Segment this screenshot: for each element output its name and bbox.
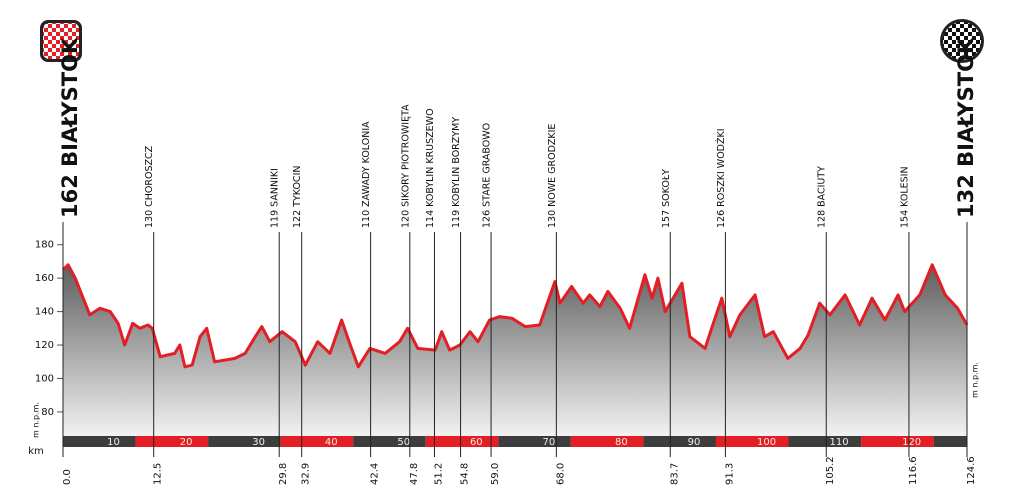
- finish-label: 132 BIAŁYSTOK: [954, 37, 978, 218]
- km-tick-label: 90: [688, 437, 701, 448]
- y-tick-label: 100: [35, 373, 54, 384]
- km-segment: [498, 436, 571, 447]
- y-unit-label: m n.p.m.: [32, 402, 41, 438]
- waypoint-label: 154 KOLESIN: [899, 166, 910, 228]
- waypoint-label: 126 ROSZKI WODŹKI: [715, 128, 727, 228]
- km-segment: [933, 436, 967, 447]
- waypoint-km: 51.2: [433, 463, 444, 485]
- waypoint-km: 54.8: [460, 463, 471, 485]
- km-label: km: [28, 446, 44, 457]
- waypoint-km: 91.3: [724, 463, 735, 485]
- y-tick-label: 180: [35, 240, 54, 251]
- waypoint-km: 47.8: [409, 463, 420, 485]
- km-tick-label: 30: [252, 437, 265, 448]
- waypoint-label: 119 SANNIKI: [270, 168, 281, 228]
- start-km: 0.0: [62, 469, 73, 485]
- waypoint-label: 110 ZAWADY KOLONIA: [361, 121, 372, 228]
- km-tick-label: 10: [107, 437, 120, 448]
- km-segment: [643, 436, 716, 447]
- km-tick-label: 40: [325, 437, 338, 448]
- km-segment: [63, 436, 136, 447]
- km-segment: [788, 436, 862, 447]
- km-tick-label: 60: [470, 437, 483, 448]
- waypoint-label: 126 STARE GRABOWO: [482, 123, 493, 228]
- y-unit-label: m n.p.m.: [971, 362, 980, 398]
- y-tick-label: 80: [41, 407, 54, 418]
- waypoint-label: 114 KOBYLIN KRUSZEWO: [425, 108, 436, 228]
- waypoint-km: 32.9: [301, 463, 312, 485]
- waypoint-km: 12.5: [153, 463, 164, 485]
- profile-line: [61, 263, 969, 369]
- y-tick-label: 120: [35, 340, 54, 351]
- waypoint-label: 130 NOWE GRODZKIE: [547, 124, 558, 228]
- profile-area: [63, 264, 967, 436]
- waypoint-km: 105.2: [825, 456, 836, 485]
- km-segment: [135, 436, 209, 447]
- waypoint-label: 128 BACIUTY: [817, 166, 828, 228]
- waypoint-label: 119 KOBYLIN BORZYMY: [451, 117, 462, 228]
- km-segment: [570, 436, 644, 447]
- km-segment: [208, 436, 281, 447]
- waypoint-label: 120 SIKORY PIOTROWIĘTA: [400, 104, 411, 228]
- km-tick-label: 50: [397, 437, 410, 448]
- km-tick-label: 110: [830, 437, 849, 448]
- waypoint-km: 59.0: [490, 463, 501, 485]
- km-tick-label: 70: [542, 437, 555, 448]
- km-tick-label: 100: [757, 437, 776, 448]
- waypoint-km: 42.4: [370, 463, 381, 485]
- start-icon: [40, 20, 82, 62]
- waypoint-km: 83.7: [669, 463, 680, 485]
- waypoint-km: 68.0: [555, 463, 566, 485]
- waypoint-km: 116.6: [908, 456, 919, 485]
- km-tick-label: 80: [615, 437, 628, 448]
- km-tick-label: 20: [180, 437, 193, 448]
- km-segment: [715, 436, 789, 447]
- waypoint-label: 157 SOKOŁY: [661, 169, 672, 228]
- finish-icon: [940, 19, 984, 63]
- km-segment: [353, 436, 426, 447]
- km-tick-label: 120: [902, 437, 921, 448]
- y-tick-label: 140: [35, 307, 54, 318]
- km-segment: [280, 436, 354, 447]
- y-tick-label: 160: [35, 273, 54, 284]
- km-segment: [425, 436, 499, 447]
- waypoint-label: 122 TYKOCIN: [292, 166, 303, 229]
- start-label: 162 BIAŁYSTOK: [58, 37, 82, 218]
- waypoint-km: 29.8: [278, 463, 289, 485]
- km-segment: [861, 436, 934, 447]
- waypoint-label: 130 CHOROSZCZ: [144, 145, 155, 228]
- finish-km: 124.6: [966, 456, 977, 485]
